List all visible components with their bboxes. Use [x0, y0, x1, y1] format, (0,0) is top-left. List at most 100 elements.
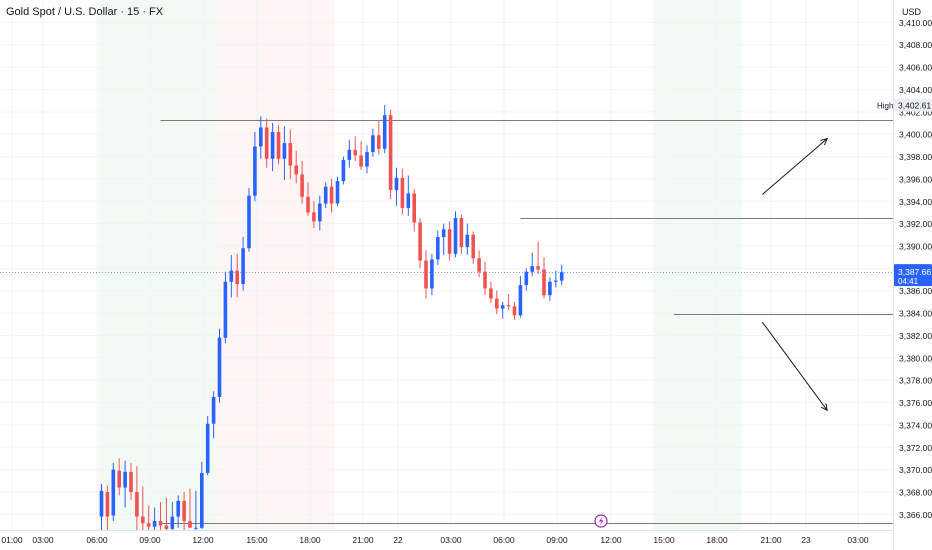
time-tick-label: 21:00 — [760, 535, 782, 545]
event-lightning-icon — [594, 514, 608, 528]
candle-body — [394, 177, 399, 191]
candle — [341, 156, 346, 185]
candle-body — [270, 131, 275, 159]
time-tick-label: 03:00 — [32, 535, 54, 545]
candle — [164, 497, 169, 533]
candle-body — [530, 266, 534, 272]
price-tick-label: 3,392.00 — [899, 219, 932, 229]
time-tick-label: 15:00 — [653, 535, 675, 545]
candle — [264, 118, 269, 168]
candle — [259, 116, 263, 159]
candle — [347, 139, 352, 168]
high-badge — [894, 98, 932, 112]
candle-body — [223, 281, 228, 338]
time-axis[interactable]: 01:00 03:00 06:00 09:00 12:00 15:00 18:00 21:00… — [0, 530, 893, 550]
candle — [542, 257, 546, 299]
price-tick-label: 3,396.00 — [899, 174, 932, 184]
candle — [377, 120, 381, 155]
candle-body — [264, 127, 269, 159]
candle — [329, 178, 334, 213]
price-tick-label: 3,384.00 — [899, 309, 932, 319]
candle-body — [247, 195, 251, 249]
candle-body — [329, 186, 334, 204]
candle — [123, 460, 127, 508]
time-tick-label: 12:00 — [600, 535, 622, 545]
last-price-value: 3,387.66 — [898, 267, 931, 277]
candle-body — [554, 280, 558, 282]
candle-body — [495, 298, 499, 309]
candle — [176, 495, 180, 528]
candle-body — [412, 193, 416, 223]
candle — [430, 253, 434, 296]
candles[interactable] — [99, 105, 564, 537]
candle — [400, 168, 405, 215]
candle-body — [253, 146, 257, 196]
candle — [111, 462, 116, 522]
candle-body — [288, 143, 293, 166]
candle — [288, 129, 293, 179]
last-price-badge — [894, 264, 932, 287]
candle — [394, 167, 399, 206]
candle-body — [335, 181, 340, 204]
candle-body — [430, 259, 434, 289]
candle-body — [323, 186, 328, 204]
candle — [158, 502, 163, 532]
candle-body — [188, 521, 192, 528]
candle-body — [194, 527, 198, 529]
price-tick-label: 3,380.00 — [899, 353, 932, 363]
candle-body — [406, 193, 411, 208]
time-tick-label: 09:00 — [546, 535, 568, 545]
price-tick-label: 3,410.00 — [899, 18, 932, 28]
candle-body — [318, 203, 322, 222]
candle — [371, 128, 375, 157]
candle-body — [388, 115, 393, 191]
candle — [359, 140, 363, 170]
level-lines — [0, 120, 893, 524]
candle — [536, 241, 540, 274]
candle-body — [471, 234, 475, 259]
candle — [524, 268, 529, 291]
candle-body — [135, 491, 139, 517]
candle-body — [141, 516, 145, 524]
candle — [170, 502, 175, 534]
price-tick-label: 3,394.00 — [899, 197, 932, 207]
price-tick-label: 3,368.00 — [899, 487, 932, 497]
price-tick-label: 3,386.00 — [899, 286, 932, 296]
candle-body — [259, 127, 263, 147]
candle — [117, 458, 121, 496]
candle — [141, 486, 145, 532]
candle-body — [205, 423, 210, 473]
time-tick-label: 03:00 — [440, 535, 462, 545]
session-highlights — [98, 0, 742, 530]
candle — [135, 466, 139, 532]
candle — [530, 252, 534, 277]
candle-body — [518, 285, 523, 316]
candle-body — [536, 266, 540, 270]
time-tick-label: 12:00 — [192, 535, 214, 545]
symbol-title: Gold Spot / U.S. Dollar · 15 · FX — [6, 6, 164, 18]
arrow-head — [820, 137, 829, 146]
price-tick-label: 3,402.00 — [899, 107, 932, 117]
candle — [235, 253, 239, 298]
candle — [335, 176, 340, 206]
arrow-down — [761, 321, 828, 412]
candle-body — [200, 472, 204, 528]
candle-body — [489, 288, 493, 299]
candle-body — [453, 218, 458, 254]
candle — [459, 214, 464, 254]
session-band-green — [653, 0, 742, 530]
time-tick-label: 09:00 — [139, 535, 161, 545]
candle-body — [382, 115, 387, 149]
high-value: 3,402.61 — [898, 100, 931, 110]
countdown-value: 04:41 — [898, 277, 919, 286]
time-tick-label: 21:00 — [352, 535, 374, 545]
candle — [188, 488, 192, 528]
time-tick-label: 23 — [801, 535, 811, 545]
candle-body — [146, 523, 151, 527]
candle-body — [418, 222, 422, 261]
currency-label: USD — [902, 7, 922, 17]
candle-body — [276, 131, 281, 159]
